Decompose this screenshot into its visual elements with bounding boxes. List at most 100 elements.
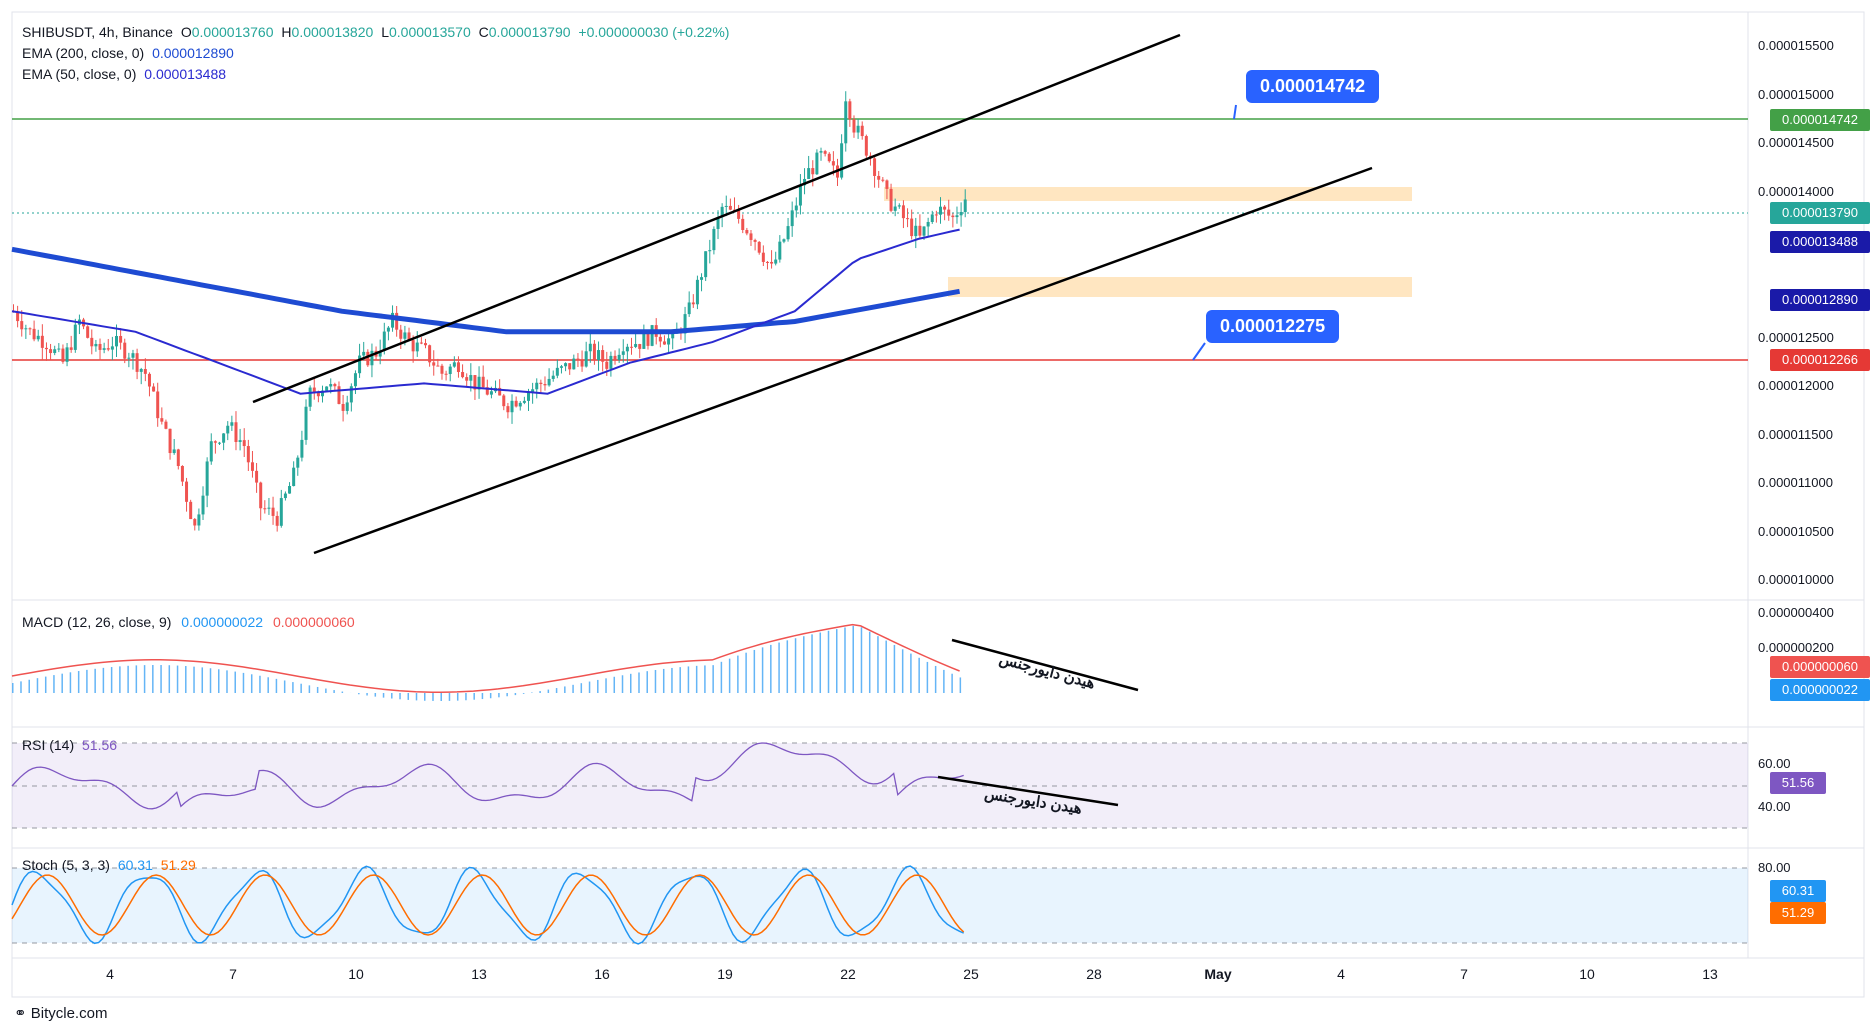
candle-body: [790, 210, 794, 227]
candle-body: [638, 344, 642, 349]
macd-bar: [910, 653, 912, 693]
macd-histogram: [12, 625, 962, 701]
candle-body: [40, 335, 44, 348]
candle-body: [576, 358, 580, 361]
macd-bar: [12, 683, 14, 693]
macd-bar: [852, 625, 854, 693]
candle-body: [700, 277, 704, 280]
candle-body: [57, 348, 61, 350]
callout-lower[interactable]: 0.000012275: [1206, 310, 1340, 343]
candle-body: [601, 350, 605, 362]
macd-bar: [366, 693, 368, 696]
candle-body: [226, 425, 230, 434]
macd-bar: [934, 665, 937, 693]
candle-body: [687, 302, 691, 315]
candle-body: [827, 153, 831, 162]
macd-bar: [514, 693, 517, 696]
last-price-tag: 0.000013790: [1770, 202, 1870, 224]
candle-body: [246, 446, 250, 463]
candle-body: [481, 376, 485, 388]
candle-body: [856, 125, 860, 133]
candle-body: [288, 486, 292, 494]
candle-body: [630, 346, 633, 348]
callout-lower-pointer: [1192, 342, 1206, 361]
macd-bar: [597, 679, 599, 693]
date-tick: 13: [1702, 966, 1718, 982]
macd-bar: [185, 666, 187, 693]
candle-body: [774, 259, 778, 264]
candle-body: [378, 351, 382, 357]
macd-divergence-line[interactable]: [951, 638, 1139, 692]
callout-upper[interactable]: 0.000014742: [1246, 70, 1380, 103]
macd-bar: [53, 675, 55, 693]
macd-bar: [885, 640, 887, 693]
candle-body: [543, 384, 547, 386]
low-value: 0.000013570: [388, 24, 471, 40]
candle-body: [658, 336, 662, 342]
macd-bar: [753, 649, 756, 693]
price-tick: 0.000015500: [1758, 38, 1834, 53]
candle-body: [386, 327, 390, 332]
resistance-zone: [884, 187, 1412, 201]
candle-body: [625, 346, 629, 352]
macd-bar: [201, 667, 204, 693]
candle-body: [102, 348, 106, 350]
candle-body: [308, 387, 312, 407]
candle-body: [959, 212, 963, 216]
channel-lower-line[interactable]: [313, 166, 1373, 555]
candle-body: [123, 342, 127, 359]
candle-body: [110, 346, 114, 350]
candle-body: [506, 406, 510, 413]
candle-body: [786, 226, 790, 240]
candle-body: [296, 457, 300, 468]
price-tick: 0.000014000: [1758, 184, 1834, 199]
candle-body: [279, 498, 283, 526]
candle-body: [127, 357, 131, 359]
date-tick: 10: [348, 966, 364, 982]
candle-body: [926, 221, 930, 227]
candle-body: [955, 215, 959, 218]
candle-body: [510, 400, 514, 413]
candle-body: [605, 361, 609, 369]
rsi-band: [12, 743, 1748, 828]
macd-bar: [102, 667, 105, 693]
candle-body: [333, 384, 337, 387]
channel-upper-line[interactable]: [252, 33, 1181, 404]
candle-body: [234, 422, 238, 442]
rsi-value: 51.56: [82, 737, 118, 753]
candle-body: [267, 507, 271, 509]
date-tick: 4: [106, 966, 114, 982]
macd-bar: [827, 630, 830, 693]
candle-body: [592, 343, 596, 361]
candle-body: [724, 205, 728, 207]
candle-body: [963, 199, 967, 213]
macd-legend: MACD (12, 26, close, 9) 0.000000022 0.00…: [22, 614, 355, 630]
candle-body: [757, 241, 761, 253]
macd-bar: [61, 673, 63, 693]
candle-body: [498, 387, 502, 396]
candle-body: [588, 343, 592, 352]
stoch-k-line: [11, 865, 965, 945]
candle-body: [358, 355, 362, 374]
macd-bar: [473, 693, 475, 700]
candle-body: [452, 362, 456, 367]
candle-body: [877, 175, 881, 180]
macd-bar: [564, 686, 566, 693]
change-value: +0.000000030 (+0.22%): [578, 24, 730, 40]
candle-body: [580, 360, 584, 367]
ema200-line: [11, 246, 961, 335]
candle-body: [24, 328, 28, 330]
candle-body: [300, 439, 304, 458]
candle-body: [213, 441, 217, 443]
stoch-d-line: [11, 874, 965, 936]
macd-bar: [358, 693, 360, 695]
macd-bar: [679, 667, 681, 693]
macd-bar: [424, 693, 426, 701]
price-tick: 0.000014500: [1758, 135, 1834, 150]
ema200-value: 0.000012890: [152, 45, 234, 61]
candle-body: [555, 367, 559, 376]
candle-body: [584, 351, 588, 367]
rsi-divergence-line[interactable]: [937, 775, 1119, 807]
price-tick: 0.000010000: [1758, 572, 1834, 587]
